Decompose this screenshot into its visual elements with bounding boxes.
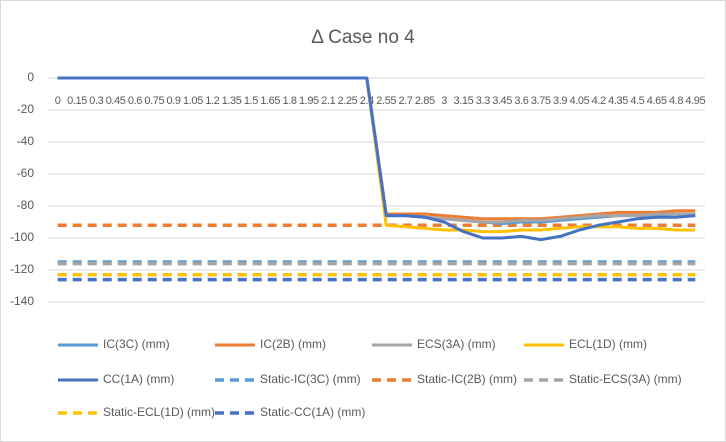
x-tick-label: 0.3 [89, 95, 103, 107]
x-tick-label: 0.9 [167, 95, 181, 107]
x-tick-label: 0 [55, 95, 61, 107]
x-tick-label: 1.8 [282, 95, 296, 107]
legend-label: Static-ECS(3A) (mm) [569, 372, 682, 386]
legend-label: Static-ECL(1D) (mm) [103, 405, 215, 419]
x-tick-label: 4.8 [669, 95, 683, 107]
y-tick-label: -40 [17, 134, 35, 148]
y-tick-label: -140 [10, 294, 34, 308]
x-tick-label: 0.6 [128, 95, 142, 107]
x-tick-label: 3.75 [531, 95, 551, 107]
legend-label: ECS(3A) (mm) [417, 337, 496, 351]
x-tick-label: 1.65 [260, 95, 280, 107]
legend-label: IC(2B) (mm) [260, 337, 326, 351]
x-tick-label: 2.7 [398, 95, 412, 107]
x-tick-label: 4.5 [630, 95, 644, 107]
x-tick-label: 1.2 [205, 95, 219, 107]
y-tick-label: -100 [10, 230, 34, 244]
x-tick-label: 1.35 [222, 95, 242, 107]
x-tick-label: 2.85 [415, 95, 435, 107]
x-tick-label: 3.9 [553, 95, 567, 107]
x-tick-label: 2.55 [376, 95, 396, 107]
x-tick-label: 3.3 [476, 95, 490, 107]
x-tick-label: 2.25 [338, 95, 358, 107]
legend-label: ECL(1D) (mm) [569, 337, 647, 351]
legend-label: Static-IC(2B) (mm) [417, 372, 517, 386]
y-tick-label: -120 [10, 262, 34, 276]
x-tick-label: 0.15 [67, 95, 87, 107]
chart-title: Δ Case no 4 [311, 27, 415, 48]
x-tick-label: 1.95 [299, 95, 319, 107]
y-tick-label: -60 [17, 166, 35, 180]
x-tick-label: 3.6 [514, 95, 528, 107]
x-tick-label: 1.5 [244, 95, 258, 107]
x-tick-label: 2.1 [321, 95, 335, 107]
x-tick-label: 3.45 [492, 95, 512, 107]
x-tick-label: 4.95 [685, 95, 705, 107]
x-tick-label: 1.05 [183, 95, 203, 107]
x-tick-label: 0.45 [106, 95, 126, 107]
x-tick-label: 0.75 [144, 95, 164, 107]
x-tick-label: 3.15 [454, 95, 474, 107]
y-tick-label: -20 [17, 102, 35, 116]
legend-label: IC(3C) (mm) [103, 337, 170, 351]
x-tick-label: 4.65 [647, 95, 667, 107]
x-tick-label: 3 [441, 95, 447, 107]
x-tick-label: 4.05 [569, 95, 589, 107]
x-tick-label: 4.35 [608, 95, 628, 107]
legend-label: Static-CC(1A) (mm) [260, 405, 365, 419]
y-tick-label: 0 [27, 70, 34, 84]
x-tick-label: 4.2 [592, 95, 606, 107]
series-line [57, 76, 696, 242]
legend-label: CC(1A) (mm) [103, 372, 174, 386]
legend-label: Static-IC(3C) (mm) [260, 372, 361, 386]
y-tick-label: -80 [17, 198, 35, 212]
